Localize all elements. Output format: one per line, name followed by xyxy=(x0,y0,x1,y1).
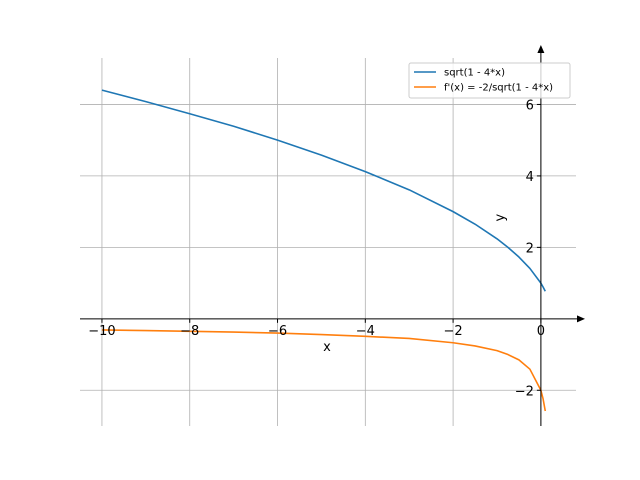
y-tick-label: −2 xyxy=(515,384,534,399)
series-line-0 xyxy=(101,89,546,292)
y-tick-label: 4 xyxy=(526,170,534,185)
x-tick-label: −4 xyxy=(356,324,375,339)
y-tick-label: 2 xyxy=(526,241,534,256)
legend-label-0: sqrt(1 - 4*x) xyxy=(444,68,505,79)
ticks: −10 −8 −6 −4 −2 0 −2 2 4 6 xyxy=(88,98,545,399)
x-axis-arrow xyxy=(577,315,585,323)
y-tick-label: 6 xyxy=(526,98,534,113)
x-tick-label: 0 xyxy=(537,324,545,339)
x-tick-label: −2 xyxy=(444,324,463,339)
legend: sqrt(1 - 4*x) f'(x) = -2/sqrt(1 - 4*x) xyxy=(408,62,571,99)
legend-label-1: f'(x) = -2/sqrt(1 - 4*x) xyxy=(444,83,553,94)
x-tick-label: −6 xyxy=(268,324,287,339)
series-line-1 xyxy=(101,329,547,412)
axes xyxy=(80,45,585,426)
x-tick-label: −10 xyxy=(88,324,115,339)
x-axis-label: x xyxy=(323,340,331,355)
x-tick-label: −8 xyxy=(180,324,199,339)
y-axis-label: y xyxy=(493,213,508,221)
legend-box xyxy=(408,62,571,99)
y-axis-arrow xyxy=(537,45,545,53)
series-group xyxy=(101,89,547,412)
